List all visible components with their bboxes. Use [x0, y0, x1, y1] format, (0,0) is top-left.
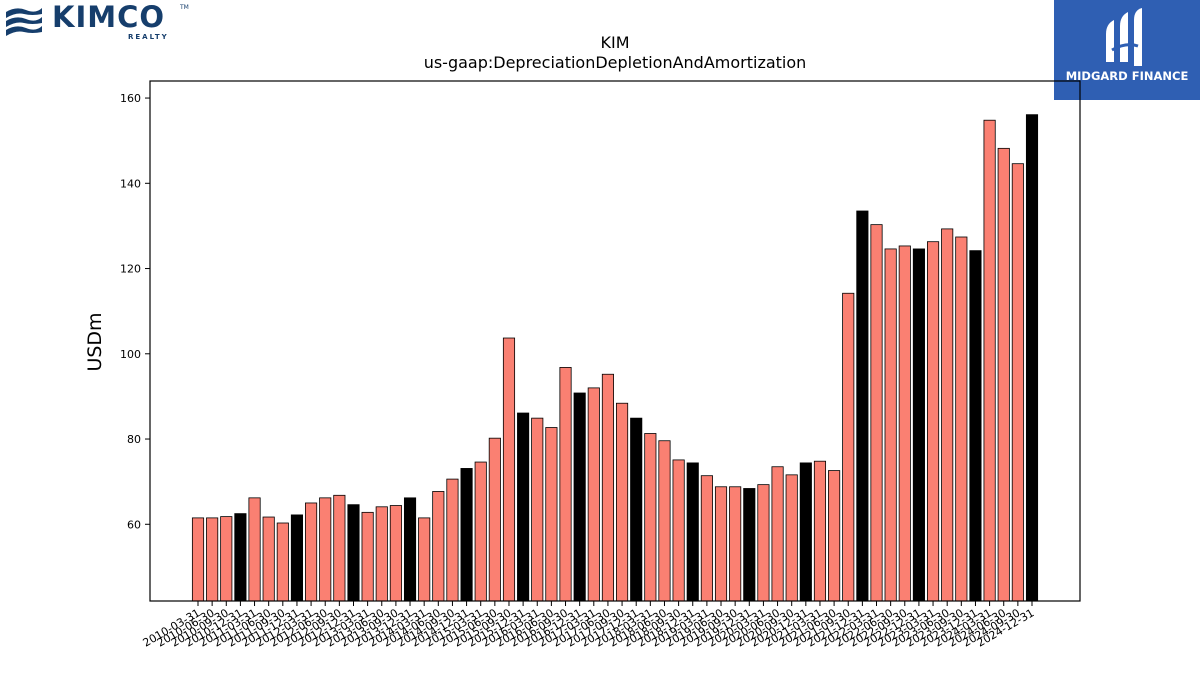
bar — [248, 497, 261, 602]
bar — [884, 248, 897, 602]
bar — [997, 147, 1010, 602]
bar — [644, 433, 657, 602]
y-tick-label: 60 — [127, 518, 141, 531]
x-ticks-group: 2010-03-312010-06-302010-09-302010-12-31… — [141, 601, 1037, 650]
bar — [319, 497, 332, 602]
bar — [418, 517, 431, 602]
bar — [1011, 163, 1024, 602]
bar — [220, 516, 233, 602]
bar — [191, 517, 205, 602]
bar — [460, 468, 473, 602]
bar — [658, 440, 671, 602]
y-tick-label: 120 — [120, 263, 141, 276]
bar — [672, 459, 685, 602]
y-tick-label: 100 — [120, 348, 141, 361]
bar — [333, 494, 346, 602]
bar — [870, 224, 883, 602]
bar — [559, 367, 572, 602]
bar — [601, 373, 614, 602]
bar — [785, 474, 798, 602]
bar — [700, 475, 713, 602]
kimco-waves-icon — [6, 8, 42, 36]
bar — [828, 470, 841, 602]
bar — [446, 478, 459, 602]
bar — [206, 517, 219, 602]
bar — [305, 502, 318, 602]
kimco-trademark: TM — [180, 4, 189, 11]
bar — [771, 466, 784, 602]
kimco-subtitle: REALTY — [128, 33, 169, 41]
y-ticks-group: 60 80 100 120 140 160 — [120, 92, 150, 531]
bar — [813, 460, 827, 602]
bars-group — [191, 114, 1039, 602]
midgard-wordmark: MIDGARD FINANCE — [1065, 69, 1189, 83]
bar — [757, 484, 770, 602]
kimco-wordmark: KIMCO — [52, 0, 166, 34]
bar — [983, 119, 996, 602]
bar — [969, 250, 982, 602]
bar — [389, 505, 402, 602]
y-tick-label: 160 — [120, 92, 141, 105]
bar — [686, 462, 699, 602]
bar — [912, 248, 925, 602]
bar — [531, 417, 544, 602]
bar — [502, 337, 516, 602]
bar — [714, 486, 728, 602]
bar — [375, 506, 388, 602]
bar — [587, 387, 600, 602]
plot-frame — [149, 80, 1081, 602]
bar — [545, 427, 558, 602]
kimco-logo: KIMCO TM REALTY — [4, 0, 194, 44]
chart-title: KIM — [600, 33, 629, 52]
midgard-emblem-icon — [1106, 8, 1142, 66]
bar — [517, 412, 530, 602]
bar — [799, 462, 812, 602]
bar — [290, 514, 304, 602]
bar — [361, 511, 374, 602]
bar — [955, 236, 968, 602]
bar — [573, 392, 586, 602]
bar — [488, 437, 501, 602]
y-axis-label: USDm — [84, 312, 106, 371]
bar — [403, 497, 417, 602]
y-tick-label: 140 — [120, 177, 141, 190]
bar — [616, 402, 629, 602]
y-tick-label: 80 — [127, 433, 141, 446]
bar — [630, 417, 643, 602]
bar — [432, 491, 445, 602]
bar — [276, 522, 289, 602]
bar — [1025, 114, 1039, 602]
bar — [743, 488, 756, 602]
bar — [842, 292, 855, 602]
bar — [729, 486, 742, 602]
bar — [941, 228, 954, 602]
bar — [262, 516, 275, 602]
bar — [474, 461, 487, 602]
chart-subtitle: us-gaap:DepreciationDepletionAndAmortiza… — [424, 53, 807, 72]
bar — [927, 241, 940, 602]
bar — [347, 504, 360, 602]
midgard-finance-logo: MIDGARD FINANCE — [1054, 0, 1200, 100]
bar — [856, 210, 869, 602]
bar — [898, 245, 911, 602]
bar — [234, 513, 247, 602]
